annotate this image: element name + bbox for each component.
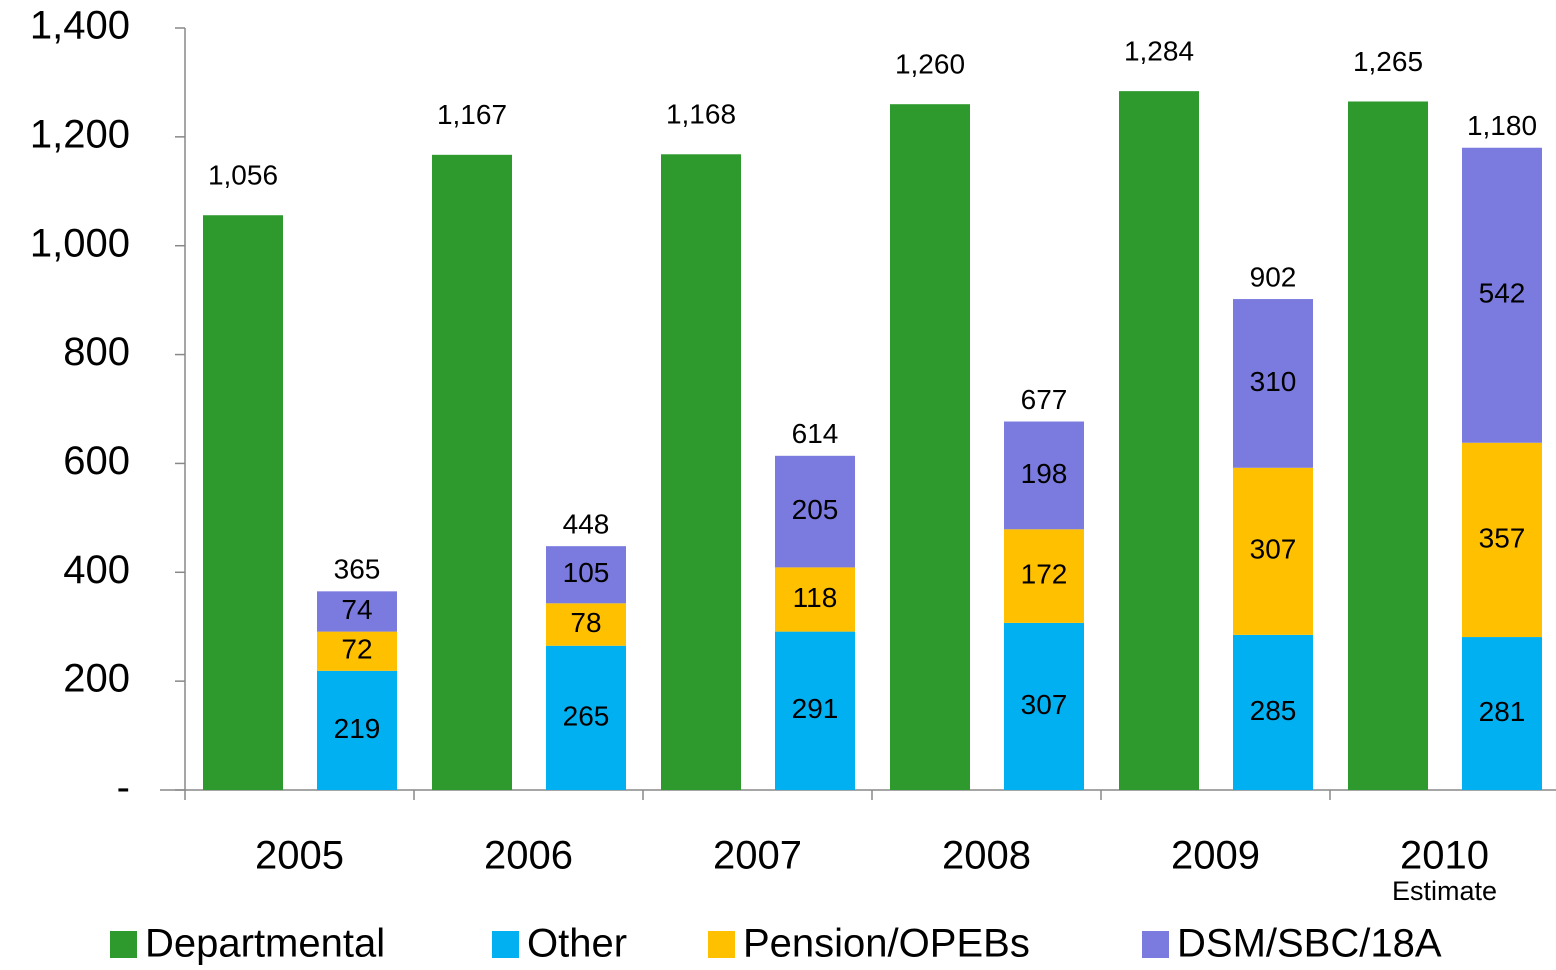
value-label: 542: [1479, 278, 1526, 309]
legend-swatch: [1142, 931, 1169, 958]
x-tick-label: 2008: [942, 834, 1031, 878]
value-label: 118: [793, 582, 838, 613]
value-label: 281: [1479, 696, 1526, 727]
value-label: 74: [341, 594, 372, 625]
bar-segment: [1348, 101, 1428, 790]
value-label: 1,284: [1124, 36, 1194, 67]
legend-swatch: [708, 931, 735, 958]
value-label: 307: [1021, 689, 1068, 720]
y-tick-label: 600: [63, 439, 130, 483]
y-tick-label: 1,200: [30, 112, 130, 156]
value-label: 1,168: [666, 99, 736, 130]
bar-segment: [1462, 637, 1542, 790]
value-label: 219: [334, 713, 381, 744]
bar-segment: [1462, 147, 1542, 443]
value-label: 291: [792, 693, 839, 724]
bar-segment: [1004, 529, 1084, 623]
x-tick-label: 2009: [1171, 834, 1260, 878]
value-label: 78: [570, 607, 601, 638]
y-tick-label: -: [117, 766, 130, 810]
bar-segment: [1233, 299, 1313, 468]
value-label: 105: [563, 557, 610, 588]
bar-segment: [317, 670, 397, 790]
value-label: 1,260: [895, 49, 965, 80]
legend-label: Departmental: [145, 922, 385, 966]
stack-total-label: 448: [563, 509, 610, 540]
legend-label: Other: [527, 922, 627, 966]
value-label: 265: [563, 700, 610, 731]
value-label: 307: [1250, 534, 1297, 565]
value-label: 285: [1250, 695, 1297, 726]
bar-segment: [317, 591, 397, 632]
bar-segment: [775, 455, 855, 568]
legend-swatch: [110, 931, 137, 958]
bar-segment: [1004, 622, 1084, 790]
bar-segment: [546, 603, 626, 646]
bar-segment: [1004, 421, 1084, 530]
stack-total-label: 614: [792, 418, 839, 449]
value-label: 1,265: [1353, 46, 1423, 77]
value-label: 1,167: [437, 99, 507, 130]
bar-segment: [203, 215, 283, 791]
value-label: 357: [1479, 522, 1526, 553]
y-tick-label: 400: [63, 548, 130, 592]
y-tick-label: 1,400: [30, 4, 130, 48]
annotation: Estimate: [1392, 876, 1497, 906]
legend-label: DSM/SBC/18A: [1177, 922, 1442, 966]
x-tick-label: 2005: [255, 834, 344, 878]
bar-segment: [1462, 442, 1542, 638]
y-tick-label: 200: [63, 657, 130, 701]
legend-swatch: [492, 931, 519, 958]
x-tick-label: 2010: [1400, 834, 1489, 878]
y-tick-label: 800: [63, 330, 130, 374]
stack-total-label: 677: [1021, 384, 1068, 415]
bar-segment: [775, 631, 855, 790]
bar-segment: [661, 154, 741, 790]
bar-segment: [546, 645, 626, 790]
value-label: 205: [792, 494, 839, 525]
bar-segment: [317, 631, 397, 671]
bar-segment: [775, 567, 855, 632]
bar-segment: [890, 104, 970, 790]
bar-segment: [432, 154, 512, 790]
bar-segment: [1119, 91, 1199, 790]
stack-total-label: 365: [334, 554, 381, 585]
value-label: 72: [341, 634, 372, 665]
value-label: 310: [1250, 366, 1297, 397]
value-label: 1,056: [208, 160, 278, 191]
stack-total-label: 1,180: [1467, 110, 1537, 141]
legend-label: Pension/OPEBs: [743, 922, 1030, 966]
stack-total-label: 902: [1250, 261, 1297, 292]
y-tick-label: 1,000: [30, 221, 130, 265]
x-tick-label: 2007: [713, 834, 802, 878]
value-label: 198: [1021, 458, 1068, 489]
bar-segment: [1233, 634, 1313, 790]
bar-segment: [1233, 467, 1313, 635]
x-tick-label: 2006: [484, 834, 573, 878]
bar-segment: [546, 546, 626, 604]
value-label: 172: [1021, 558, 1068, 589]
